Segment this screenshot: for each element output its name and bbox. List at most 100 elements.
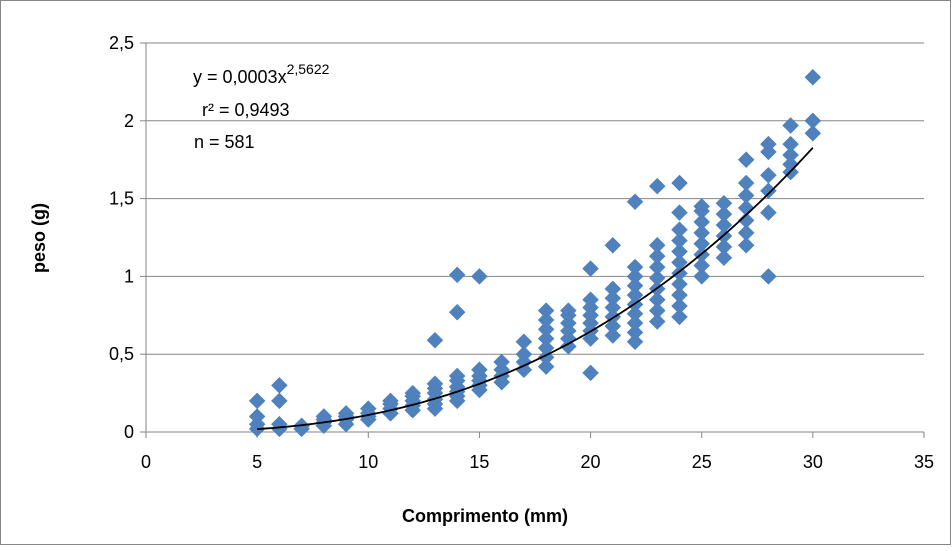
x-tick-label: 10: [358, 452, 378, 472]
data-point: [760, 204, 777, 221]
data-point: [671, 275, 688, 293]
data-point: [626, 193, 644, 211]
data-point: [537, 302, 555, 319]
y-tick-label: 2: [124, 111, 134, 131]
data-point: [559, 302, 577, 319]
data-point: [671, 286, 688, 304]
data-point: [782, 146, 799, 164]
data-point: [626, 324, 644, 341]
data-point: [760, 135, 777, 153]
data-point: [582, 364, 599, 382]
data-point: [671, 204, 688, 221]
data-point: [382, 392, 399, 410]
y-tick-label: 1: [124, 266, 134, 286]
data-point: [271, 392, 288, 410]
data-point: [737, 224, 755, 242]
data-point: [737, 151, 755, 169]
data-point: [715, 238, 733, 256]
x-tick-label: 20: [581, 452, 601, 472]
y-tick-label: 2,5: [109, 33, 134, 53]
data-point: [804, 124, 822, 142]
data-point: [693, 257, 711, 274]
data-point: [737, 187, 755, 204]
data-point: [248, 392, 266, 410]
data-point: [648, 313, 666, 330]
r-squared-label: r² = 0,9493: [202, 100, 290, 120]
data-point: [804, 68, 822, 86]
data-point: [337, 404, 355, 422]
y-tick-label: 0,5: [109, 344, 134, 364]
data-point: [648, 258, 666, 276]
trendline-group: [257, 147, 814, 431]
trendline: [257, 147, 814, 431]
data-point: [315, 408, 333, 425]
n-label: n = 581: [194, 132, 255, 152]
data-point: [626, 277, 644, 295]
data-point: [671, 221, 688, 239]
data-point: [515, 333, 533, 351]
data-point: [737, 212, 755, 229]
x-tick-label: 25: [692, 452, 712, 472]
data-point: [537, 311, 555, 329]
data-point: [760, 268, 777, 285]
data-point: [648, 291, 666, 309]
data-point: [604, 236, 622, 254]
y-tick-label: 1,5: [109, 189, 134, 209]
data-point: [648, 302, 666, 319]
data-point: [804, 112, 822, 130]
data-point: [604, 280, 622, 298]
gridlines: [146, 42, 924, 355]
data-point: [493, 353, 511, 371]
data-point: [426, 331, 444, 349]
data-point: [426, 375, 444, 393]
data-point: [671, 174, 688, 192]
data-point: [626, 258, 644, 276]
y-axis-title: peso (g): [29, 203, 49, 273]
data-point: [693, 198, 711, 215]
data-point: [671, 243, 688, 260]
data-point: [626, 314, 644, 332]
data-point: [537, 330, 555, 347]
data-point: [715, 205, 733, 223]
data-point: [604, 327, 622, 344]
x-axis-title: Comprimento (mm): [402, 506, 568, 526]
x-tick-label: 30: [803, 452, 823, 472]
data-point: [737, 174, 755, 192]
data-point: [760, 166, 777, 184]
data-point: [537, 320, 555, 338]
data-point: [604, 299, 622, 316]
data-point: [715, 216, 733, 234]
data-point: [271, 376, 288, 394]
data-point: [715, 249, 733, 267]
data-point: [737, 236, 755, 254]
data-point: [693, 268, 711, 285]
x-tick-label: 35: [914, 452, 934, 472]
data-point: [604, 289, 622, 307]
data-point: [359, 400, 377, 418]
data-point: [448, 266, 466, 284]
trend-equation-prefix: y = 0,0003x: [193, 67, 287, 87]
data-point: [626, 268, 644, 285]
data-point: [648, 247, 666, 265]
data-point: [671, 297, 688, 315]
tick-labels: 0 0,5 1 1,5 2 2,5 0 5 10 15 20 25 30 35: [109, 33, 934, 472]
data-point: [693, 235, 711, 253]
data-point: [693, 224, 711, 242]
data-point: [693, 213, 711, 231]
data-point: [671, 308, 688, 326]
data-point: [715, 194, 733, 212]
data-point: [404, 384, 422, 402]
trend-equation: y = 0,0003x2,5622: [193, 61, 330, 87]
data-point: [782, 135, 799, 153]
data-point: [471, 268, 488, 285]
data-point: [648, 177, 666, 195]
data-point: [248, 408, 266, 425]
data-point: [782, 117, 799, 134]
data-point: [626, 305, 644, 323]
y-tick-label: 0: [124, 422, 134, 442]
data-point: [515, 345, 533, 363]
x-tick-label: 0: [141, 452, 151, 472]
data-point: [626, 333, 644, 351]
